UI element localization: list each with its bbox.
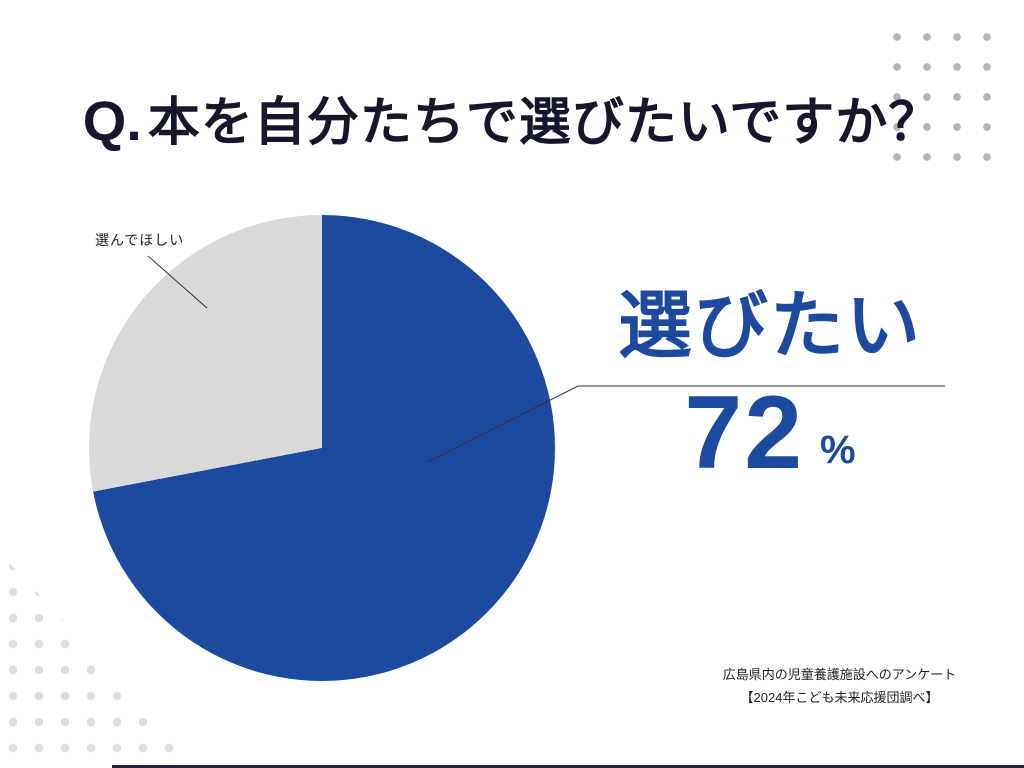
blue-slice-callout: 選びたい 72 % <box>585 284 955 491</box>
callout-value: 72 <box>684 374 805 491</box>
gray-slice-label: 選んでほしい <box>95 232 185 248</box>
source-line-2: 【2024年こども未来応援団調べ】 <box>740 689 939 705</box>
callout-label: 選びたい <box>618 284 922 367</box>
page-title: Q. 本を自分たちで選びたいですか？ <box>0 80 1024 155</box>
callout-percent-unit: % <box>820 428 856 473</box>
source-note: 広島県内の児童養護施設へのアンケート 【2024年こども未来応援団調べ】 <box>712 664 967 710</box>
bottom-accent-bar <box>112 765 1024 768</box>
pie-chart <box>89 215 555 681</box>
callout-value-row: 72 % <box>585 374 955 491</box>
source-line-1: 広島県内の児童養護施設へのアンケート <box>722 667 957 682</box>
title-question-text: 本を自分たちで選びたいですか？ <box>147 94 942 152</box>
dot-pattern-top-right-decoration <box>882 22 1004 172</box>
title-question-prefix: Q. <box>82 89 142 152</box>
